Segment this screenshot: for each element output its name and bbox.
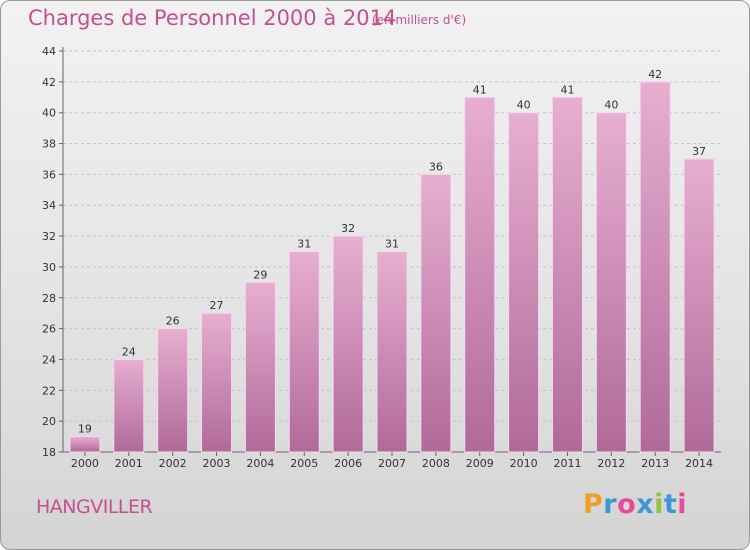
logo-letter: r [603,489,618,520]
data-label: 42 [648,68,662,81]
commune-name: HANGVILLER [36,496,153,518]
x-tick-label: 2003 [203,457,231,470]
bar [508,112,540,453]
data-label: 40 [604,99,618,112]
x-tick-label: 2013 [641,457,669,470]
chart-subtitle: (en milliers d'€) [372,13,467,27]
data-label: 19 [78,423,92,436]
bar [113,358,145,453]
data-label: 29 [253,268,267,281]
data-label: 24 [122,345,136,358]
data-label: 36 [429,160,443,173]
bar [595,112,627,453]
y-tick-label: 18 [42,446,56,459]
y-tick-label: 20 [42,415,56,428]
x-tick-label: 2011 [553,457,581,470]
bar [201,312,233,453]
data-label: 41 [473,83,487,96]
data-label: 26 [166,315,180,328]
y-tick-label: 34 [42,199,56,212]
bar [639,81,671,453]
x-tick-label: 2010 [510,457,538,470]
y-tick-label: 22 [42,384,56,397]
logo-letter: o [617,489,637,520]
logo-letter: i [677,489,688,520]
bar [420,173,452,453]
x-tick-label: 2006 [334,457,362,470]
bar [69,436,101,453]
y-tick-label: 28 [42,292,56,305]
x-tick-label: 2007 [378,457,406,470]
logo-letter: P [583,489,604,520]
y-tick-label: 38 [42,138,56,151]
chart-title: Charges de Personnel 2000 à 2014 [28,6,397,30]
y-tick-label: 30 [42,261,56,274]
data-label: 40 [517,99,531,112]
x-tick-label: 2000 [71,457,99,470]
logo-letter: t [663,489,678,520]
data-label: 31 [297,238,311,251]
bar [332,235,364,453]
logo-letter: x [636,489,655,520]
x-tick-label: 2008 [422,457,450,470]
y-tick-label: 24 [42,353,56,366]
x-tick-label: 2005 [290,457,318,470]
bar [683,158,715,453]
x-tick-label: 2014 [685,457,713,470]
data-label: 32 [341,222,355,235]
y-tick-label: 32 [42,230,56,243]
y-tick-label: 42 [42,76,56,89]
x-tick-label: 2004 [246,457,274,470]
y-tick-label: 44 [42,45,56,58]
data-label: 37 [692,145,706,158]
logo-letter: i [654,489,664,520]
x-tick-label: 2009 [466,457,494,470]
data-label: 27 [210,299,224,312]
bar [288,251,320,453]
data-label: 41 [560,83,574,96]
y-tick-label: 36 [42,168,56,181]
data-label: 31 [385,238,399,251]
x-tick-label: 2002 [159,457,187,470]
bar [157,328,189,453]
bar [244,281,276,453]
proxiti-logo: Proxiti [583,489,687,520]
y-tick-label: 26 [42,323,56,336]
x-tick-label: 2001 [115,457,143,470]
x-tick-label: 2012 [597,457,625,470]
bar [551,96,583,453]
bar [376,251,408,453]
y-tick-label: 40 [42,107,56,120]
bar [464,96,496,453]
